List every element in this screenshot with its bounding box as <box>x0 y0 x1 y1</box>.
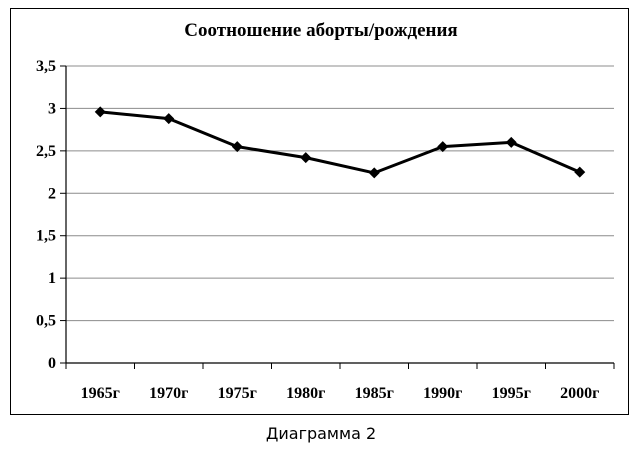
y-tick-label: 2,5 <box>36 143 56 160</box>
data-point-marker <box>505 136 517 148</box>
y-tick-label: 0,5 <box>36 313 56 330</box>
data-point-marker <box>574 166 586 178</box>
y-tick-label: 1 <box>48 270 56 287</box>
x-tick-label: 1990г <box>423 385 462 402</box>
data-point-marker <box>231 141 243 153</box>
chart-frame <box>10 8 629 415</box>
data-point-marker <box>300 152 312 164</box>
x-tick-label: 1975г <box>218 385 257 402</box>
x-tick-label: 1970г <box>149 385 188 402</box>
y-tick-label: 3,5 <box>36 58 56 75</box>
x-tick-label: 1980г <box>286 385 325 402</box>
x-tick-label: 2000г <box>560 385 599 402</box>
data-point-marker <box>437 141 449 153</box>
y-tick-label: 3 <box>48 100 56 117</box>
chart-title: Соотношение аборты/рождения <box>184 20 458 41</box>
x-tick-label: 1995г <box>492 385 531 402</box>
x-tick-label: 1985г <box>355 385 394 402</box>
data-point-marker <box>368 167 380 179</box>
y-tick-label: 1,5 <box>36 228 56 245</box>
chart-caption: Диаграмма 2 <box>265 424 377 443</box>
y-tick-label: 2 <box>48 185 56 202</box>
series-line <box>100 110 581 175</box>
data-point-marker <box>94 106 106 118</box>
x-tick-label: 1965г <box>81 385 120 402</box>
data-point-marker <box>163 113 175 125</box>
y-tick-label: 0 <box>48 355 56 372</box>
